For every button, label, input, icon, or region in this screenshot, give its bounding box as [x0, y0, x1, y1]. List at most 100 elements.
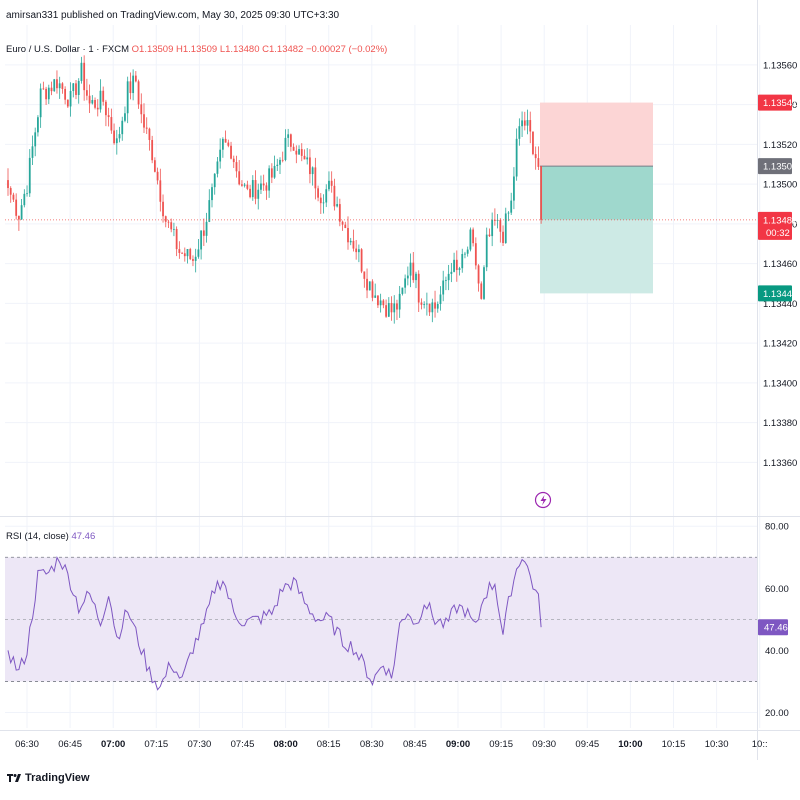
candle-body: [45, 88, 47, 100]
candle-body: [118, 134, 121, 139]
candle-body: [311, 167, 314, 175]
rsi-value-label: 47.46: [764, 623, 788, 634]
candle-body: [235, 162, 238, 172]
candle-body: [303, 155, 306, 160]
candle-body: [445, 280, 447, 281]
time-tick-label: 08:30: [360, 739, 384, 750]
candle-body: [281, 159, 284, 161]
candle-body: [349, 240, 352, 243]
time-tick-label: 09:45: [575, 739, 599, 750]
candle-body: [401, 287, 404, 294]
rsi-line: [7, 556, 542, 691]
rsi-tick-label: 40.00: [765, 646, 789, 657]
candle-body: [39, 88, 42, 118]
candle-body: [447, 273, 450, 281]
candle-body: [352, 240, 355, 249]
candle-body: [434, 302, 436, 309]
price-labels: 1.13541 1.13509 1.13482 00:32 1.13445 47.46: [5, 94, 797, 636]
candle-body: [224, 138, 227, 143]
candle-body: [9, 188, 12, 195]
time-tick-label: 07:15: [144, 739, 168, 750]
candle-body: [412, 262, 415, 281]
candle-body: [268, 168, 271, 191]
candle-body: [91, 100, 94, 104]
candle-body: [202, 230, 205, 236]
candle-body: [254, 180, 257, 199]
candle-body: [194, 256, 197, 261]
candle-body: [319, 197, 322, 204]
candle-body: [251, 180, 254, 198]
candle-body: [216, 161, 219, 174]
candle-body: [309, 157, 311, 175]
candle-body: [532, 131, 534, 155]
candle-body: [167, 221, 170, 223]
price-tick-label: 1.13440: [763, 299, 797, 310]
price-tick-label: 1.13460: [763, 259, 797, 270]
tradingview-logo-text: TradingView: [25, 772, 90, 784]
candle-body: [292, 146, 295, 151]
candle-body: [491, 219, 494, 237]
rsi-band: [5, 557, 757, 682]
candle-body: [151, 139, 154, 161]
candle-body: [474, 243, 477, 266]
candle-body: [53, 79, 56, 92]
footer-logo[interactable]: TradingView: [6, 772, 90, 784]
candle-body: [23, 193, 26, 206]
time-tick-label: 10::: [752, 739, 768, 750]
candle-body: [390, 303, 393, 313]
candle-body: [34, 132, 37, 147]
candle-body: [69, 90, 72, 107]
candle-body: [28, 157, 31, 194]
price-tick-label: 1.13500: [763, 180, 797, 191]
stop-loss-zone: [540, 102, 653, 167]
candle-body: [515, 138, 518, 177]
lightning-icon: [540, 495, 547, 506]
candle-body: [453, 259, 455, 272]
candle-body: [518, 126, 521, 139]
candle-body: [257, 189, 260, 199]
candle-body: [279, 159, 281, 165]
candle-body: [262, 183, 265, 186]
candle-body: [124, 113, 126, 121]
candle-body: [88, 95, 91, 104]
candle-body: [156, 171, 159, 181]
candle-body: [56, 79, 58, 89]
rsi-legend-value: 47.46: [71, 531, 95, 542]
time-tick-label: 08:00: [273, 739, 297, 750]
time-tick-label: 09:00: [446, 739, 470, 750]
candle-body: [371, 281, 374, 298]
legend-symbol: Euro / U.S. Dollar · 1 · FXCM: [6, 44, 132, 55]
lightning-event-icon: [534, 491, 552, 509]
legend-high: H1.13509: [176, 44, 220, 55]
candle-body: [322, 202, 325, 204]
candle-body: [181, 252, 183, 254]
candle-body: [66, 99, 69, 107]
candle-body: [197, 249, 200, 257]
time-tick-label: 09:15: [489, 739, 513, 750]
time-tick-label: 09:30: [532, 739, 556, 750]
candle-body: [192, 259, 194, 261]
price-tick-label: 1.13380: [763, 418, 797, 429]
time-tick-label: 10:30: [705, 739, 729, 750]
rsi-tick-label: 80.00: [765, 522, 789, 533]
overlay: Euro / U.S. Dollar · 1 · FXCM O1.13509 H…: [6, 44, 552, 542]
candle-body: [230, 145, 232, 159]
entry-price-label-bg: [758, 158, 792, 175]
candle-body: [504, 213, 507, 244]
candle-body: [148, 128, 151, 140]
position-tool[interactable]: [540, 102, 653, 294]
candle-body: [276, 164, 279, 166]
candle-body: [17, 215, 20, 220]
candle-body: [205, 221, 208, 236]
candle-body: [115, 138, 118, 144]
candle-body: [458, 268, 461, 270]
candle-body: [344, 224, 347, 229]
target-price-label-bg: [758, 285, 792, 302]
time-tick-label: 08:45: [403, 739, 427, 750]
candle-body: [50, 87, 53, 92]
candle-body: [162, 201, 164, 217]
stop-price-label-bg: [758, 94, 792, 111]
candle-body: [211, 187, 213, 201]
candle-body: [540, 166, 543, 220]
candle-body: [379, 300, 382, 306]
